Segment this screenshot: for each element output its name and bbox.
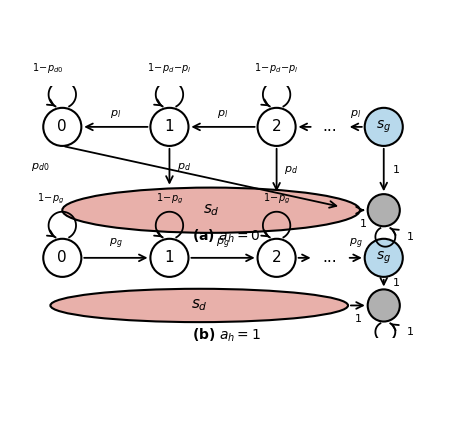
Text: $s_g$: $s_g$	[375, 119, 391, 135]
Text: 1: 1	[406, 232, 413, 242]
Text: $1\!-\!p_d\!-\!p_l$: $1\!-\!p_d\!-\!p_l$	[147, 61, 191, 75]
Text: ...: ...	[322, 250, 337, 265]
Text: $p_l$: $p_l$	[110, 108, 121, 120]
Text: 1: 1	[359, 219, 367, 229]
Text: $p_g$: $p_g$	[216, 236, 230, 251]
Text: 1: 1	[164, 250, 174, 265]
Text: 2: 2	[271, 250, 281, 265]
Text: 1: 1	[392, 165, 399, 175]
Text: $1\!-\!p_g$: $1\!-\!p_g$	[156, 191, 183, 206]
Text: $p_g$: $p_g$	[109, 236, 123, 251]
Circle shape	[150, 239, 188, 277]
Text: $\mathbf{(b)}\ a_h = 1$: $\mathbf{(b)}\ a_h = 1$	[191, 326, 260, 344]
Circle shape	[364, 108, 402, 146]
Text: $s_d$: $s_d$	[202, 202, 219, 218]
Circle shape	[43, 239, 81, 277]
Circle shape	[367, 290, 399, 321]
Text: 0: 0	[57, 120, 67, 134]
Circle shape	[150, 108, 188, 146]
Text: $1\!-\!p_g$: $1\!-\!p_g$	[262, 191, 290, 206]
Text: 1: 1	[392, 278, 399, 288]
Text: ...: ...	[322, 120, 337, 134]
Text: $\mathbf{(a)}\ a_h = 0$: $\mathbf{(a)}\ a_h = 0$	[191, 227, 260, 245]
Text: 2: 2	[271, 120, 281, 134]
Text: $p_d$: $p_d$	[283, 164, 297, 176]
Circle shape	[257, 108, 295, 146]
Circle shape	[364, 239, 402, 277]
Text: $p_g$: $p_g$	[348, 236, 362, 251]
Circle shape	[257, 239, 295, 277]
Text: $1\!-\!p_g$: $1\!-\!p_g$	[37, 191, 64, 206]
Text: $1\!-\!p_d\!-\!p_l$: $1\!-\!p_d\!-\!p_l$	[254, 61, 298, 75]
Text: $p_{d0}$: $p_{d0}$	[31, 161, 49, 173]
Text: $p_l$: $p_l$	[217, 108, 228, 120]
Text: $1\!-\!p_{d0}$: $1\!-\!p_{d0}$	[32, 61, 63, 75]
Circle shape	[43, 108, 81, 146]
Text: $s_d$: $s_d$	[190, 298, 207, 313]
Text: $s_g$: $s_g$	[375, 250, 391, 266]
Text: 1: 1	[354, 314, 360, 324]
Text: 0: 0	[57, 250, 67, 265]
Ellipse shape	[62, 187, 359, 233]
Ellipse shape	[51, 289, 347, 322]
Circle shape	[367, 194, 399, 226]
Text: 1: 1	[164, 120, 174, 134]
Text: 1: 1	[406, 327, 413, 337]
Text: $p_l$: $p_l$	[350, 108, 360, 120]
Text: $p_d$: $p_d$	[176, 161, 190, 173]
